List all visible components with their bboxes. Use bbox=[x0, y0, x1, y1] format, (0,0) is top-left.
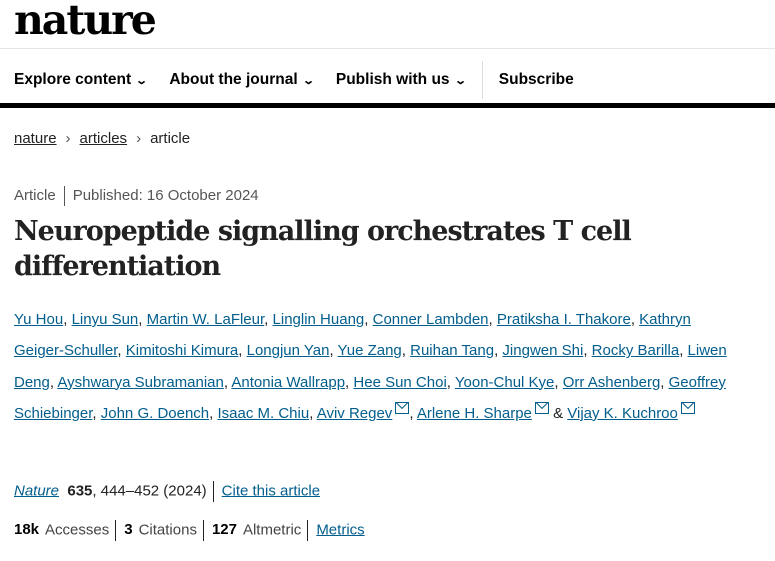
chevron-right-icon: › bbox=[136, 130, 142, 147]
author-link[interactable]: Rocky Barilla bbox=[591, 342, 680, 360]
author-link[interactable]: Orr Ashenberg bbox=[562, 373, 661, 391]
nav-publish-with-us[interactable]: Publish with us ⌄ bbox=[335, 71, 467, 89]
author-link[interactable]: Linglin Huang bbox=[272, 311, 365, 328]
author-link[interactable]: Isaac M. Chiu bbox=[217, 404, 310, 422]
article-type: Article bbox=[14, 186, 56, 204]
nav-label: Publish with us bbox=[335, 71, 450, 88]
email-icon[interactable] bbox=[534, 401, 549, 414]
accesses-label: Accesses bbox=[45, 521, 110, 539]
pages-year: , 444–452 (2024) bbox=[92, 482, 207, 500]
volume: 635 bbox=[67, 482, 93, 500]
author-link[interactable]: Yue Zang bbox=[337, 342, 402, 360]
breadcrumb-articles[interactable]: articles bbox=[79, 130, 128, 147]
breadcrumb: nature › articles › article bbox=[14, 130, 190, 147]
breadcrumb-nature[interactable]: nature bbox=[14, 130, 57, 147]
nav-explore-content[interactable]: Explore content ⌄ bbox=[14, 71, 149, 89]
author-link[interactable]: Ruihan Tang bbox=[410, 342, 495, 360]
author-link[interactable]: Martin W. LaFleur bbox=[146, 311, 265, 328]
email-icon[interactable] bbox=[395, 401, 410, 414]
chevron-right-icon: › bbox=[65, 130, 71, 147]
citations-count: 3 bbox=[124, 521, 133, 539]
email-icon[interactable] bbox=[680, 401, 695, 414]
article-title: Neuropeptide signalling orchestrates T c… bbox=[14, 216, 632, 282]
published-date: Published: 16 October 2024 bbox=[72, 186, 259, 204]
nav-label: Explore content bbox=[14, 71, 132, 88]
author-link[interactable]: Kathryn Geiger-Schuller bbox=[14, 311, 691, 360]
author-link[interactable]: Antonia Wallrapp bbox=[231, 373, 346, 391]
divider bbox=[202, 520, 204, 541]
journal-link[interactable]: Nature bbox=[14, 482, 60, 500]
author-link[interactable]: John G. Doench bbox=[100, 404, 210, 422]
author-link[interactable]: Pratiksha I. Thakore bbox=[496, 311, 631, 328]
chevron-down-icon: ⌄ bbox=[301, 74, 315, 87]
chevron-down-icon: ⌄ bbox=[135, 74, 149, 87]
author-link[interactable]: Vijay K. Kuchroo bbox=[567, 404, 678, 422]
nav-underline bbox=[0, 103, 775, 108]
citation-line: Nature 635, 444–452 (2024) Cite this arti… bbox=[14, 481, 320, 502]
author-link[interactable]: Geoffrey Schiebinger bbox=[14, 373, 726, 422]
cite-this-article-link[interactable]: Cite this article bbox=[221, 482, 321, 500]
subscribe-link[interactable]: Subscribe bbox=[498, 71, 574, 88]
divider bbox=[307, 520, 309, 541]
author-link[interactable]: Longjun Yan bbox=[246, 342, 330, 360]
author-link[interactable]: Aviv Regev bbox=[316, 404, 393, 422]
nav-label: About the journal bbox=[169, 71, 298, 88]
nav-divider bbox=[481, 61, 483, 99]
nav-about-journal[interactable]: About the journal ⌄ bbox=[169, 71, 315, 89]
author-link[interactable]: Kimitoshi Kimura bbox=[125, 342, 239, 360]
divider bbox=[0, 48, 775, 49]
author-link[interactable]: Liwen Deng bbox=[14, 342, 727, 391]
altmetric-label: Altmetric bbox=[242, 521, 302, 539]
altmetric-count: 127 bbox=[211, 521, 237, 539]
author-link[interactable]: Jingwen Shi bbox=[502, 342, 584, 360]
citations-label: Citations bbox=[138, 521, 197, 539]
article-meta: Article Published: 16 October 2024 bbox=[14, 186, 259, 206]
chevron-down-icon: ⌄ bbox=[453, 74, 467, 87]
author-link[interactable]: Linyu Sun bbox=[71, 311, 139, 328]
accesses-count: 18k bbox=[14, 521, 40, 539]
author-list: Yu Hou, Linyu Sun, Martin W. LaFleur, Li… bbox=[14, 311, 727, 422]
article-metrics: 18k Accesses 3 Citations 127 Altmetric Metrics bbox=[14, 520, 365, 541]
author-link[interactable]: Arlene H. Sharpe bbox=[416, 404, 532, 422]
breadcrumb-current: article bbox=[150, 130, 191, 147]
author-link[interactable]: Ayshwarya Subramanian bbox=[57, 373, 224, 391]
metrics-link[interactable]: Metrics bbox=[316, 521, 365, 539]
divider bbox=[212, 481, 214, 502]
author-link[interactable]: Yu Hou bbox=[14, 311, 64, 328]
author-link[interactable]: Conner Lambden bbox=[372, 311, 489, 328]
author-link[interactable]: Hee Sun Choi bbox=[353, 373, 447, 391]
main-nav: Explore content ⌄ About the journal ⌄ Publ… bbox=[0, 57, 775, 103]
author-link[interactable]: Yoon-Chul Kye bbox=[454, 373, 555, 391]
nature-logo[interactable]: nature bbox=[14, 0, 157, 44]
divider bbox=[63, 186, 65, 206]
divider bbox=[115, 520, 117, 541]
